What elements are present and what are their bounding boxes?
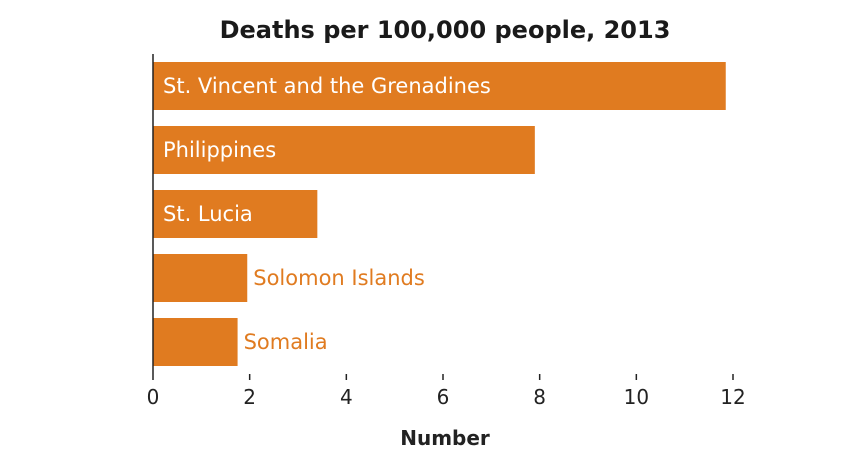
bar-4: [153, 318, 238, 366]
bar-label-3: Solomon Islands: [253, 266, 425, 290]
bar-2: [153, 190, 318, 238]
x-axis-ticks: 0 2 4 6 8 10 12: [147, 374, 746, 409]
bar-label-4: Somalia: [244, 330, 328, 354]
bar-label-1: Philippines: [163, 138, 276, 162]
x-tick-label-4: 8: [533, 385, 546, 409]
x-tick-label-3: 6: [437, 385, 450, 409]
x-tick-label-6: 12: [720, 385, 745, 409]
x-tick-label-1: 2: [243, 385, 256, 409]
bar-1: [153, 126, 535, 174]
x-axis-label: Number: [400, 426, 490, 450]
bar-labels-layer: St. Vincent and the Grenadines Philippine…: [163, 74, 491, 354]
x-tick-label-2: 4: [340, 385, 353, 409]
bars-layer: [153, 62, 726, 366]
bar-0: [153, 62, 726, 110]
chart-title: Deaths per 100,000 people, 2013: [220, 16, 671, 44]
bar-label-2: St. Lucia: [163, 202, 253, 226]
x-tick-label-5: 10: [624, 385, 649, 409]
x-tick-label-0: 0: [147, 385, 160, 409]
bar-label-0: St. Vincent and the Grenadines: [163, 74, 491, 98]
bar-3: [153, 254, 248, 302]
